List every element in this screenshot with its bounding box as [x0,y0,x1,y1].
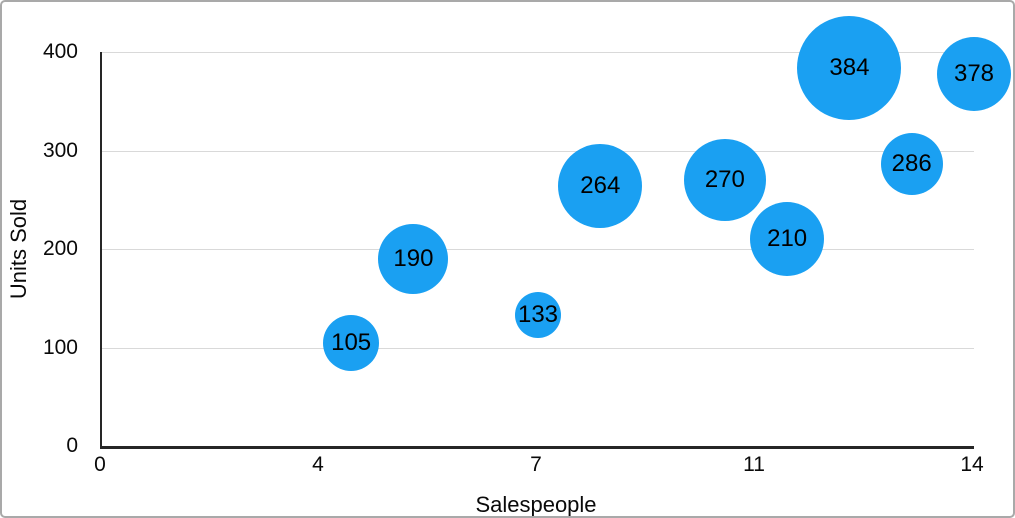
bubble-label: 105 [331,328,372,356]
x-tick-label-4: 4 [312,453,324,476]
x-axis-title: Salespeople [475,492,597,517]
bubble-270: 270 [683,139,766,222]
bubble-286: 286 [880,133,943,196]
y-tick-label-300: 300 [42,138,78,162]
gridline-400 [102,52,974,53]
bubble-264: 264 [558,143,643,228]
bubble-label: 210 [767,225,808,253]
gridline-200 [102,249,974,250]
bubble-label: 133 [517,300,559,328]
y-tick-label-0: 0 [66,434,78,457]
x-tick-label-0: 0 [94,453,106,476]
bubble-105: 105 [323,314,380,371]
bubble-label: 384 [829,53,870,81]
bubble-190: 190 [378,223,449,294]
gridline-100 [102,347,974,349]
x-tick-label-7: 7 [530,453,542,476]
gridline-300 [102,150,974,152]
bubble-label: 378 [953,59,995,87]
bubble-label: 270 [704,166,745,194]
bubble-378: 378 [937,36,1011,111]
plot-area: 105 190 133 264 270 210 384 286 378 [100,15,1011,449]
x-tick-label-14: 14 [960,453,984,476]
x-tick-label-11: 11 [743,453,765,476]
y-tick-label-200: 200 [42,237,78,260]
bubble-label: 286 [891,150,932,178]
bubble-210: 210 [750,202,825,277]
bubble-133: 133 [515,291,561,338]
y-tick-label-400: 400 [42,40,78,63]
bubble-384: 384 [797,15,902,120]
y-tick-label-100: 100 [42,335,78,359]
bubble-label: 264 [580,171,621,199]
bubble-label: 190 [393,244,434,272]
